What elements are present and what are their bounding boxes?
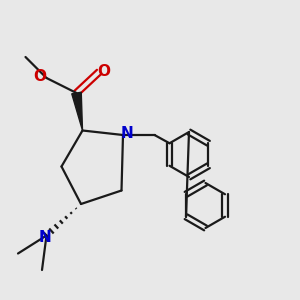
Polygon shape [72,92,83,130]
Text: O: O [33,69,46,84]
Text: O: O [97,64,110,80]
Text: N: N [120,126,133,141]
Text: N: N [39,230,51,244]
